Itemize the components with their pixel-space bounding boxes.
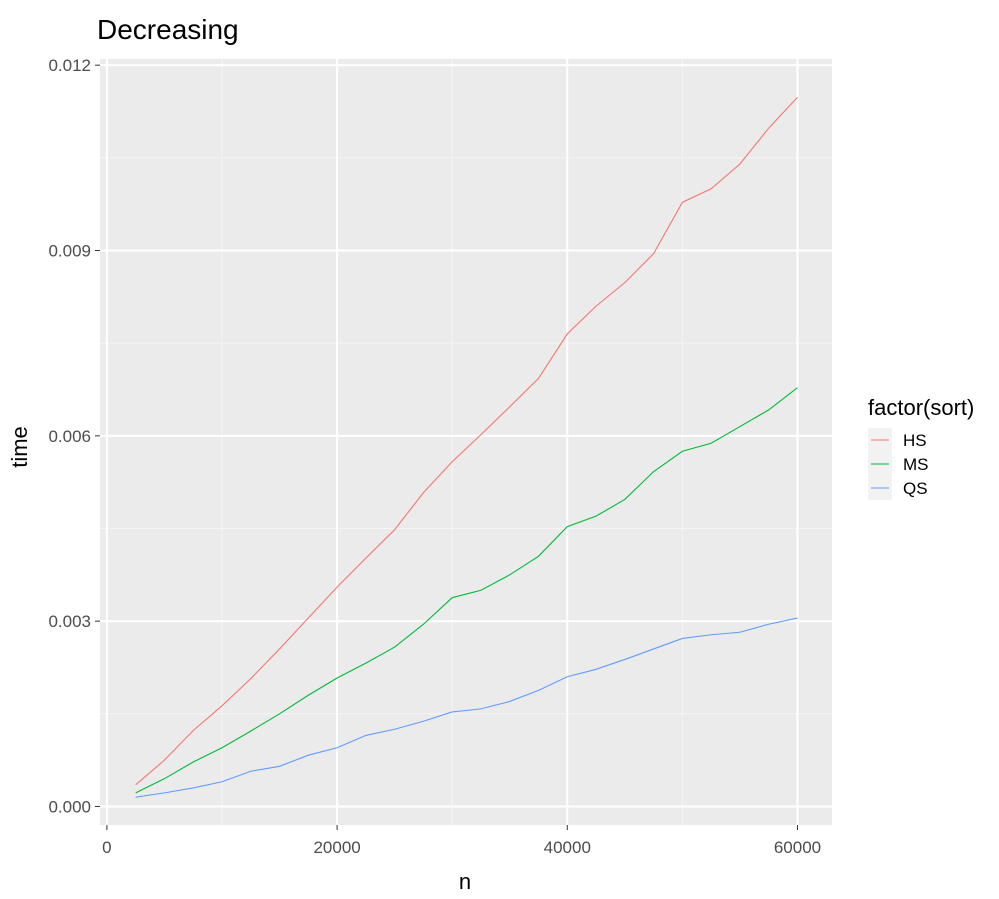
legend: factor(sort) HS MS QS	[868, 395, 974, 500]
y-tick-label: 0.003	[48, 612, 91, 631]
x-axis: 0 20000 40000 60000	[102, 825, 821, 857]
legend-label-ms: MS	[903, 455, 929, 474]
y-tick-label: 0.000	[48, 797, 91, 816]
series-line-ms	[135, 387, 798, 794]
legend-label-hs: HS	[903, 431, 927, 450]
minor-gridlines	[100, 59, 832, 825]
x-axis-title: n	[459, 869, 471, 894]
major-gridlines	[100, 59, 832, 825]
x-tick-label: 40000	[544, 838, 591, 857]
y-tick-label: 0.009	[48, 242, 91, 261]
legend-title: factor(sort)	[868, 395, 974, 420]
legend-label-qs: QS	[903, 479, 928, 498]
x-tick-label: 0	[102, 838, 111, 857]
series-line-hs	[135, 96, 798, 786]
y-tick-label: 0.012	[48, 56, 91, 75]
y-axis: 0.000 0.003 0.006 0.009 0.012	[48, 56, 100, 816]
y-tick-label: 0.006	[48, 427, 91, 446]
y-axis-title: time	[7, 426, 32, 468]
x-tick-label: 20000	[313, 838, 360, 857]
chart-title: Decreasing	[97, 14, 239, 45]
series-line-qs	[135, 617, 798, 798]
series-lines	[135, 96, 798, 798]
x-tick-label: 60000	[774, 838, 821, 857]
